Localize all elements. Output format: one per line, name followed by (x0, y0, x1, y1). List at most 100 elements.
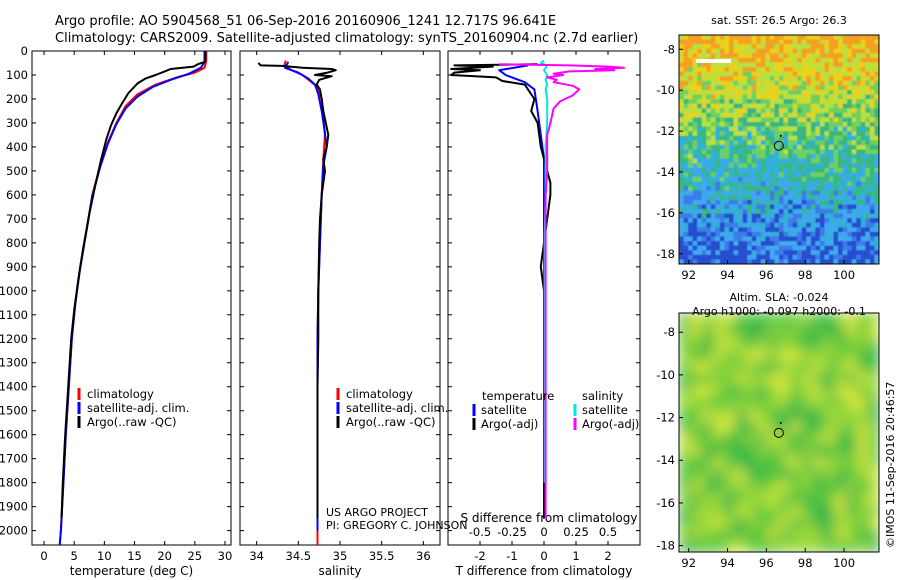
map-cell (815, 62, 821, 68)
map-cell (829, 167, 835, 173)
map-cell (869, 112, 876, 119)
map-cell (838, 172, 844, 178)
map-cell (806, 154, 812, 160)
map-cell (769, 149, 776, 155)
map-cell (824, 57, 830, 64)
map-cell (715, 67, 721, 73)
map-cell (801, 241, 807, 247)
map-cell (851, 122, 857, 128)
map-cell (797, 135, 803, 141)
map-cell (797, 227, 803, 233)
map-cell (774, 71, 780, 77)
map-cell (867, 516, 879, 529)
map-cell (765, 85, 771, 91)
map-cell (701, 348, 713, 362)
map-cell (833, 149, 839, 155)
map-cell (810, 154, 816, 160)
map-cell (824, 241, 830, 247)
map-cell (745, 432, 758, 446)
map-cell (760, 57, 766, 64)
map-cell (865, 80, 871, 86)
map-cell (742, 117, 748, 123)
map-cell (690, 360, 702, 374)
map-cell (810, 53, 816, 59)
map-cell (715, 126, 721, 132)
map-cell (797, 53, 803, 59)
map-cell (765, 117, 771, 123)
map-cell (756, 112, 762, 119)
map-cell (860, 190, 866, 196)
map-cell (874, 94, 879, 100)
map-cell (838, 144, 844, 151)
map-cell (692, 209, 698, 215)
map-cell (701, 117, 707, 123)
map-cell (715, 108, 721, 114)
map-cell (812, 313, 825, 326)
map-cell (838, 195, 844, 201)
map-cell (815, 190, 821, 196)
map-cell (779, 154, 785, 160)
map-cell (710, 250, 716, 256)
map-cell (724, 135, 730, 141)
map-cell (719, 122, 726, 128)
map-cell (692, 144, 698, 151)
map-cell (783, 140, 789, 146)
map-cell (723, 516, 736, 529)
map-cell (733, 176, 739, 183)
map-cell (833, 204, 839, 210)
map-cell (747, 44, 753, 50)
map-cell (747, 117, 753, 123)
map-cell (801, 324, 813, 338)
map-cell (692, 190, 698, 196)
map-cell (833, 48, 839, 54)
x-tick-label: 94 (720, 268, 735, 282)
map-cell (688, 140, 694, 146)
map-cell (692, 85, 698, 91)
y-tick-label: 1000 (0, 284, 28, 298)
map-cell (869, 195, 876, 201)
map-cell (783, 39, 789, 45)
map-cell (769, 112, 776, 119)
map-cell (697, 126, 703, 132)
map-cell (756, 408, 769, 422)
map-cell (710, 254, 716, 261)
map-cell (747, 231, 753, 238)
map-cell (706, 195, 712, 201)
map-cell (788, 62, 794, 68)
map-cell (697, 231, 703, 238)
map-cell (765, 76, 771, 82)
map-cell (788, 67, 794, 73)
map-cell (819, 94, 826, 100)
map-cell (724, 190, 730, 196)
map-cell (806, 112, 812, 119)
map-cell (819, 48, 826, 54)
map-cell (751, 209, 757, 215)
map-cell (860, 122, 866, 128)
map-cell (683, 103, 689, 109)
map-cell (692, 99, 698, 105)
map-cell (701, 313, 713, 326)
map-cell (767, 528, 780, 541)
map-cell (774, 227, 780, 233)
map-cell (747, 163, 753, 169)
map-cell (810, 76, 816, 82)
map-cell (701, 99, 707, 105)
map-cell (865, 89, 871, 96)
map-cell (819, 176, 826, 183)
map-cell (733, 44, 739, 50)
map-cell (779, 112, 785, 119)
map-cell (751, 172, 757, 178)
float-track-dot (779, 134, 782, 137)
map-cell (710, 176, 716, 183)
map-cell (779, 181, 785, 187)
map-cell (747, 144, 753, 151)
map-cell (851, 167, 857, 173)
map-cell (819, 126, 826, 132)
map-cell (769, 158, 776, 164)
map-cell (806, 231, 812, 238)
map-cell (838, 213, 844, 219)
map-cell (697, 108, 703, 114)
map-cell (733, 204, 739, 210)
map-cell (779, 528, 791, 541)
